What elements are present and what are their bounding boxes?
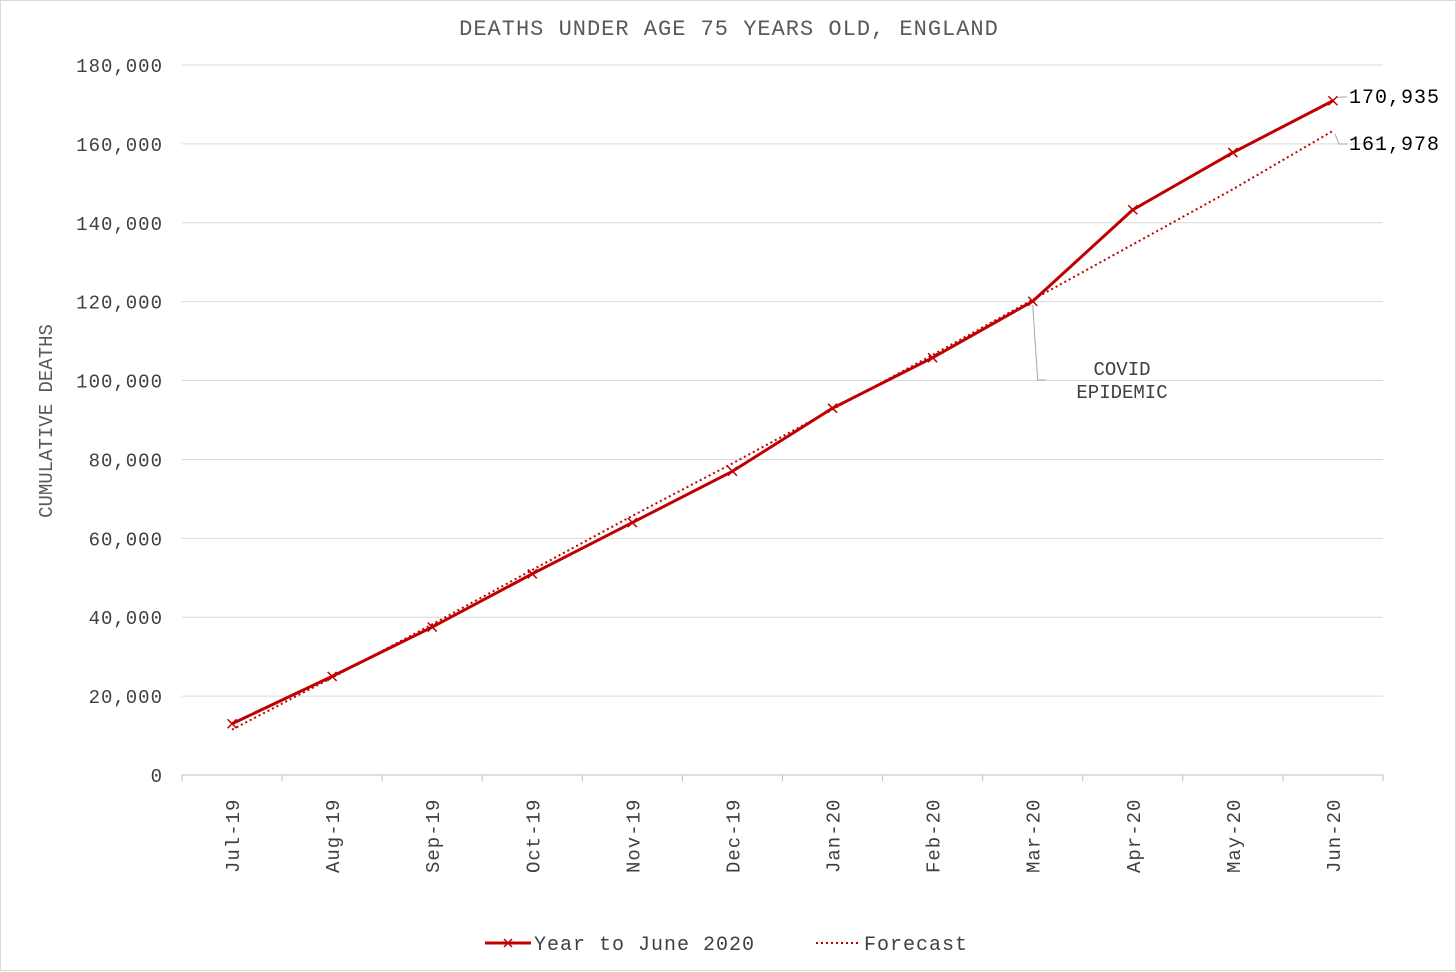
y-tick-label: 60,000 — [89, 529, 163, 551]
marker-stroke — [827, 403, 838, 414]
legend-label: Forecast — [864, 934, 968, 957]
y-tick-label: 180,000 — [76, 56, 163, 78]
gridlines — [182, 64, 1383, 697]
y-tick-label: 140,000 — [76, 214, 163, 236]
data-label-leader — [1334, 133, 1347, 145]
x-tick-label: Aug-19 — [323, 799, 345, 873]
legend-item-year-to-june: Year to June 2020 — [485, 934, 755, 957]
marker-stroke — [227, 718, 238, 729]
annotation-text: EPIDEMIC — [1076, 382, 1167, 404]
y-tick-label: 80,000 — [89, 450, 163, 472]
legend-label: Year to June 2020 — [534, 934, 755, 957]
marker-stroke — [1327, 95, 1338, 106]
series-point-marker — [1027, 296, 1038, 307]
x-tick-label: Mar-20 — [1024, 799, 1046, 873]
marker-stroke — [527, 568, 538, 579]
series-point-marker — [527, 568, 538, 579]
series-point-marker — [327, 671, 338, 682]
series-lines — [227, 95, 1338, 731]
series-point-marker — [927, 352, 938, 363]
x-axis: Jul-19 Aug-19 Sep-19 Oct-19 Nov-19 Dec-19 Jan-… — [181, 774, 1384, 873]
legend-marker-stroke — [503, 938, 513, 948]
data-label-year-to-june: 170,935 — [1349, 87, 1440, 110]
marker-stroke — [427, 622, 438, 633]
series-forecast-line — [231, 130, 1334, 731]
x-tick-label: Jun-20 — [1324, 799, 1346, 873]
data-label-leader — [1336, 96, 1347, 99]
y-tick-label: 20,000 — [89, 687, 163, 709]
x-tick-label: Nov-19 — [623, 799, 645, 873]
chart-title: DEATHS UNDER AGE 75 YEARS OLD, ENGLAND — [459, 17, 999, 42]
x-tick-label: May-20 — [1224, 799, 1246, 873]
x-tick-label: Feb-20 — [924, 799, 946, 873]
y-tick-label: 0 — [151, 766, 163, 788]
marker-stroke — [727, 466, 738, 477]
y-axis-ticks: 0 20,000 40,000 60,000 80,000 100,000 120,000 1… — [76, 56, 163, 788]
marker-stroke — [1027, 296, 1038, 307]
x-tick-label: Jul-19 — [223, 799, 245, 873]
series-point-marker — [727, 466, 738, 477]
data-label-forecast: 161,978 — [1349, 134, 1440, 157]
series-year-to-june-line — [231, 99, 1334, 726]
y-axis-label: CUMULATIVE DEATHS — [36, 324, 58, 518]
annotation-leader-line — [1032, 305, 1046, 381]
data-labels: 170,935 161,978 — [1334, 87, 1440, 157]
annotation-text: COVID — [1093, 359, 1150, 381]
x-tick-label: Oct-19 — [523, 799, 545, 873]
series-point-marker — [427, 622, 438, 633]
series-point-marker — [1327, 95, 1338, 106]
x-tick-label: Apr-20 — [1124, 799, 1146, 873]
marker-stroke — [1227, 147, 1238, 158]
legend: Year to June 2020 Forecast — [485, 934, 968, 957]
marker-stroke — [327, 671, 338, 682]
series-point-marker — [827, 403, 838, 414]
y-tick-label: 120,000 — [76, 293, 163, 315]
series-point-marker — [1227, 147, 1238, 158]
series-point-marker — [627, 517, 638, 528]
x-tick-label: Jan-20 — [824, 799, 846, 873]
x-tick-label: Sep-19 — [423, 799, 445, 873]
series-point-marker — [1127, 204, 1138, 215]
y-tick-label: 40,000 — [89, 608, 163, 630]
y-tick-label: 160,000 — [76, 135, 163, 157]
x-tick-label: Dec-19 — [723, 799, 745, 873]
marker-stroke — [1127, 204, 1138, 215]
y-tick-label: 100,000 — [76, 372, 163, 394]
series-point-marker — [227, 718, 238, 729]
legend-item-forecast: Forecast — [816, 934, 968, 957]
marker-stroke — [627, 517, 638, 528]
marker-stroke — [927, 352, 938, 363]
